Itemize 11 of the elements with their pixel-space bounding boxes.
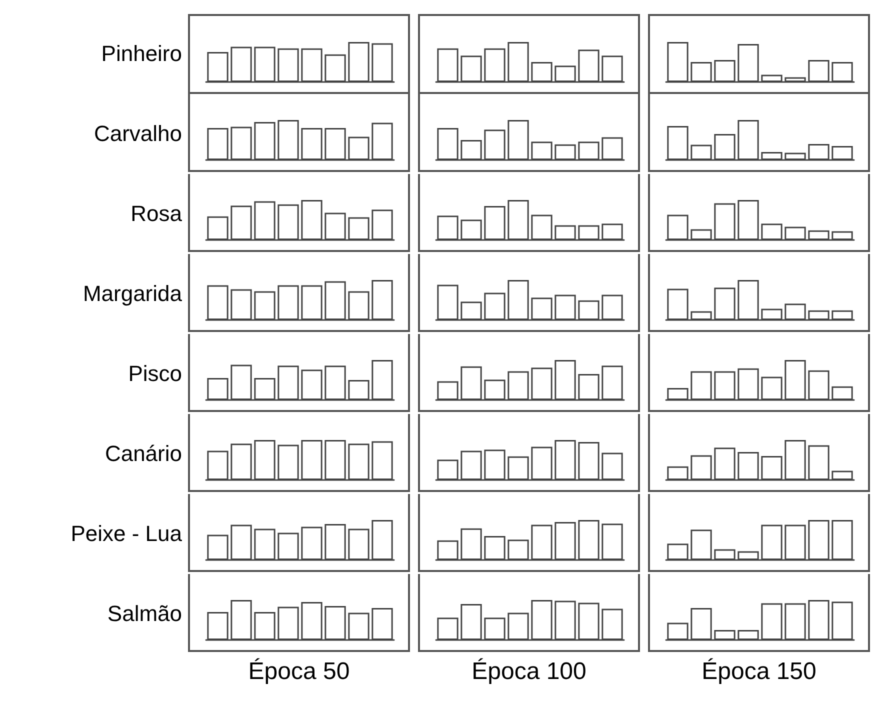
y-axis-title: Carvalho [94, 121, 182, 147]
y-axis-title: Pisco [128, 361, 182, 387]
y-axis-title: Rosa [130, 201, 182, 227]
y-axis-title: Canário [104, 441, 182, 467]
x-axis-title: Época 50 [247, 658, 351, 686]
x-axis-title: Época 100 [470, 658, 588, 686]
x-axis-title: Época 150 [700, 658, 818, 686]
y-axis-title: Pinheiro [101, 41, 182, 67]
y-axis-title: Peixe - Lua [70, 521, 182, 547]
y-axis-title: Salmão [107, 601, 182, 627]
y-axis-title: Margarida [82, 281, 182, 307]
